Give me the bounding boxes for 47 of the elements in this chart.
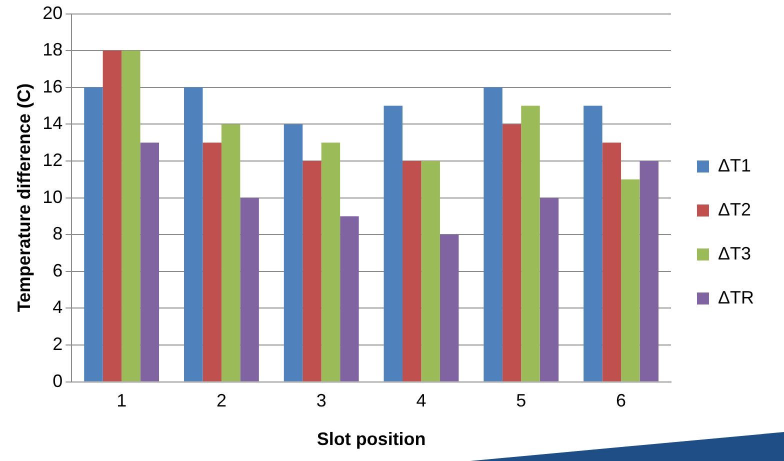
y-tick-label: 20 <box>42 2 63 23</box>
legend-label: ΔTR <box>718 287 754 308</box>
bar <box>540 198 559 382</box>
bar <box>284 124 303 382</box>
bar <box>421 161 440 382</box>
bar <box>602 142 622 382</box>
x-tick-label: 1 <box>116 390 127 411</box>
bar <box>221 124 240 382</box>
bar <box>122 50 140 382</box>
legend-label: ΔT1 <box>718 155 752 176</box>
x-axis-title: Slot position <box>316 429 426 450</box>
bar <box>521 106 540 382</box>
y-tick-label: 8 <box>52 224 63 244</box>
bar <box>202 142 222 382</box>
bar <box>402 161 422 382</box>
bar <box>484 87 502 382</box>
x-tick-label: 2 <box>216 390 226 411</box>
bar <box>321 142 340 382</box>
bar <box>621 179 640 382</box>
legend-label: ΔT3 <box>718 243 752 264</box>
y-tick-label: 18 <box>42 40 63 60</box>
bar <box>440 234 459 382</box>
y-tick-label: 12 <box>42 150 63 170</box>
x-tick-label: 4 <box>416 390 426 411</box>
bar <box>640 161 658 382</box>
y-axis-title: Temperature difference (C) <box>14 83 34 312</box>
bar <box>102 50 122 382</box>
bar <box>340 216 359 382</box>
bar <box>184 87 203 382</box>
bar <box>302 161 322 382</box>
bar <box>84 87 103 382</box>
y-tick-label: 10 <box>42 186 63 207</box>
bar <box>584 106 602 382</box>
bar <box>240 198 259 382</box>
x-tick-label: 5 <box>516 390 526 411</box>
x-tick-label: 6 <box>616 390 626 411</box>
bar <box>384 106 403 382</box>
bar <box>502 124 522 382</box>
y-tick-label: 6 <box>52 260 63 280</box>
y-tick-label: 14 <box>42 113 63 134</box>
y-tick-label: 2 <box>52 334 63 354</box>
legend-label: ΔT2 <box>718 199 752 220</box>
y-tick-label: 0 <box>52 370 63 391</box>
x-tick-label: 3 <box>316 390 326 411</box>
y-tick-label: 4 <box>52 297 63 318</box>
bar <box>140 142 160 382</box>
y-tick-label: 16 <box>42 76 63 96</box>
